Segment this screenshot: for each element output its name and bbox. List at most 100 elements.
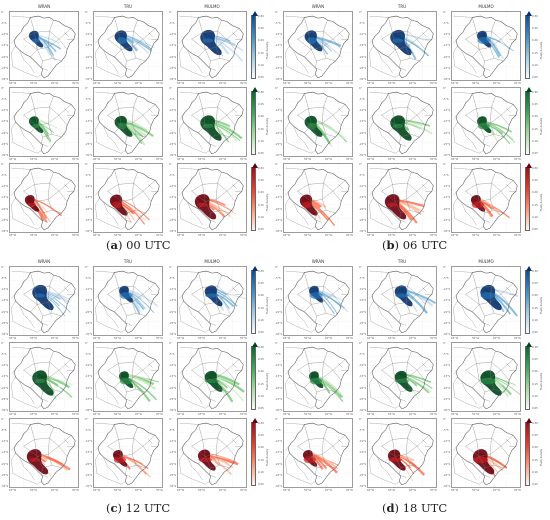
lat-tick: -20°S: [1, 55, 9, 59]
lon-tick-labels: 65°W 55°W 45°W 35°W: [9, 489, 79, 492]
lat-tick: -20°S: [1, 131, 9, 135]
lon-tick: 45°W: [134, 234, 143, 237]
map-plot: [451, 163, 521, 233]
lon-tick: 35°W: [513, 158, 521, 161]
lat-tick: -5°S: [85, 277, 91, 281]
map-plot: [367, 11, 437, 81]
lat-tick: -20°S: [443, 55, 451, 59]
map-plot: [177, 163, 247, 233]
colorbar-ticks: 0.30 0.25 0.20 0.15 0.10 0.05: [258, 422, 264, 486]
lat-tick-labels: 0° -5°S -10°S -15°S -20°S -25°S -30°S: [359, 418, 366, 488]
lat-tick: -20°S: [169, 310, 177, 314]
colorbar-tick: 0.15: [532, 382, 538, 386]
lat-tick: -10°S: [443, 33, 451, 37]
lat-tick: -25°S: [359, 473, 367, 477]
lat-tick: -15°S: [359, 120, 367, 124]
lat-tick: -25°S: [85, 66, 93, 70]
lat-tick: -25°S: [443, 218, 451, 222]
map-plot: [367, 418, 437, 488]
map-plot: [283, 266, 353, 336]
lat-tick: -15°S: [359, 299, 367, 303]
lat-tick: -5°S: [1, 98, 7, 102]
lon-tick: 65°W: [93, 489, 101, 492]
lon-tick-labels: 65°W 55°W 45°W 35°W: [93, 337, 163, 340]
colorbar-tick: 0.05: [532, 151, 538, 155]
lat-tick: -25°S: [1, 218, 9, 222]
colorbar-tick: 0.05: [258, 75, 264, 79]
lat-tick: -20°S: [359, 207, 367, 211]
lat-tick: -30°S: [275, 77, 283, 81]
lat-tick: -20°S: [443, 207, 451, 211]
lat-tick: -15°S: [359, 375, 367, 379]
lon-tick: 45°W: [134, 337, 143, 340]
lat-tick: -20°S: [443, 310, 451, 314]
lat-tick: -25°S: [85, 397, 93, 401]
map-plot: [177, 266, 247, 336]
lat-tick: -15°S: [275, 44, 283, 48]
lon-tick: 65°W: [9, 82, 17, 85]
lat-tick: -10°S: [169, 33, 177, 37]
colorbar-tick: 0.10: [258, 318, 264, 322]
lat-tick: -30°S: [85, 229, 93, 233]
lon-tick: 45°W: [492, 158, 501, 161]
lon-tick: 55°W: [387, 234, 396, 237]
colorbar: [251, 11, 258, 79]
lon-tick: 35°W: [71, 158, 79, 161]
lon-tick: 35°W: [71, 413, 79, 416]
lat-tick: -15°S: [359, 196, 367, 200]
lat-tick: 0°: [1, 342, 4, 345]
lat-tick: -15°S: [169, 44, 177, 48]
lon-tick: 55°W: [197, 234, 206, 237]
lat-tick: -10°S: [85, 364, 93, 368]
map-plot: [283, 342, 353, 412]
lat-tick: -15°S: [169, 120, 177, 124]
lat-tick: 0°: [85, 163, 88, 166]
colorbar-tick: 0.30: [532, 346, 538, 349]
lon-tick-labels: 65°W 55°W 45°W 35°W: [9, 337, 79, 340]
colorbar-tick: 0.30: [258, 15, 264, 18]
lon-tick: 35°W: [429, 337, 437, 340]
lon-tick-labels: 65°W 55°W 45°W 35°W: [177, 82, 247, 85]
lat-tick: -15°S: [443, 375, 451, 379]
lon-tick: 65°W: [177, 82, 185, 85]
lat-tick: -15°S: [359, 451, 367, 455]
colorbar-tick: 0.05: [258, 482, 264, 486]
lon-tick: 55°W: [197, 413, 206, 416]
lat-tick: 0°: [275, 266, 278, 269]
colorbar-tick: 0.15: [258, 203, 264, 207]
lon-tick: 55°W: [113, 82, 122, 85]
colorbar-tick: 0.25: [532, 358, 538, 362]
lat-tick-labels: 0° -5°S -10°S -15°S -20°S -25°S -30°S: [275, 418, 282, 488]
map-plot: [177, 418, 247, 488]
lon-tick: 35°W: [239, 337, 247, 340]
lat-tick-labels: 0° -5°S -10°S -15°S -20°S -25°S -30°S: [443, 163, 450, 233]
map-plot: [93, 266, 163, 336]
map-plot: [9, 163, 79, 233]
colorbar-tick: 0.15: [532, 127, 538, 131]
lat-tick-labels: 0° -5°S -10°S -15°S -20°S -25°S -30°S: [169, 11, 176, 81]
lon-tick-labels: 65°W 55°W 45°W 35°W: [367, 489, 437, 492]
lat-tick-labels: 0° -5°S -10°S -15°S -20°S -25°S -30°S: [85, 342, 92, 412]
lat-tick: -30°S: [1, 484, 9, 488]
lon-tick-labels: 65°W 55°W 45°W 35°W: [451, 489, 521, 492]
colorbar-tick: 0.15: [532, 458, 538, 462]
lon-tick: 45°W: [492, 337, 501, 340]
lat-tick: -5°S: [1, 429, 7, 433]
lon-tick: 65°W: [93, 337, 101, 340]
colorbar-ticks: 0.30 0.25 0.20 0.15 0.10 0.05: [258, 15, 264, 79]
lat-tick: 0°: [169, 11, 172, 14]
colorbar-label: Flash density: [266, 296, 269, 314]
lat-tick-labels: 0° -5°S -10°S -15°S -20°S -25°S -30°S: [443, 418, 450, 488]
lat-tick: -5°S: [85, 353, 91, 357]
lon-tick: 65°W: [283, 413, 291, 416]
lat-tick: -10°S: [1, 364, 9, 368]
lat-tick: -25°S: [443, 142, 451, 146]
lon-tick: 55°W: [197, 158, 206, 161]
colorbar-tick: 0.30: [258, 346, 264, 349]
colorbar-label: Flash density: [540, 296, 543, 314]
lat-tick: -15°S: [1, 299, 9, 303]
lon-tick: 35°W: [239, 413, 247, 416]
lat-tick: -5°S: [275, 174, 281, 178]
lat-tick-labels: 0° -5°S -10°S -15°S -20°S -25°S -30°S: [1, 163, 8, 233]
lon-tick-labels: 65°W 55°W 45°W 35°W: [9, 234, 79, 237]
